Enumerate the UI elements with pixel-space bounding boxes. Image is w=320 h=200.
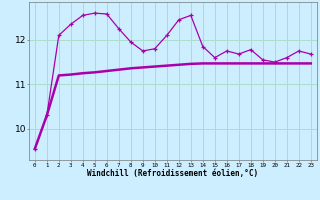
X-axis label: Windchill (Refroidissement éolien,°C): Windchill (Refroidissement éolien,°C) (87, 169, 258, 178)
